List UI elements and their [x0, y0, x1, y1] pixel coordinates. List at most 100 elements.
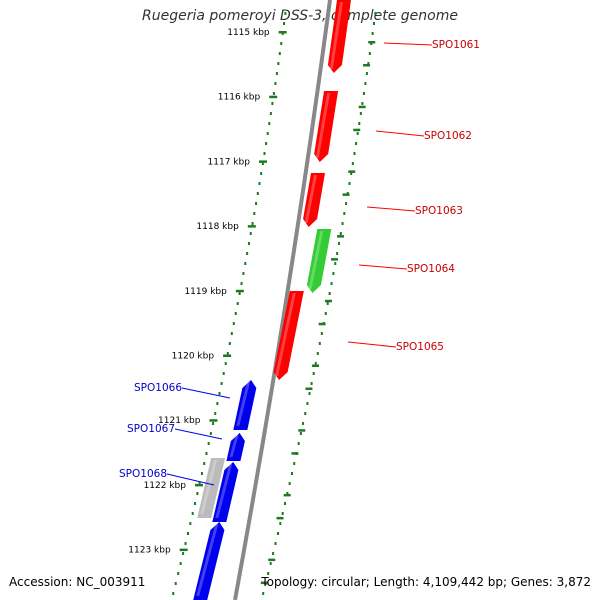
ruler-tick: [358, 105, 366, 109]
ruler-dot: [348, 182, 351, 185]
ruler-dot: [351, 162, 354, 165]
gene-arrow-SPO1066[interactable]: [233, 380, 257, 430]
ruler-tick-label: 1120 kbp: [172, 352, 215, 362]
ruler-dot: [283, 22, 286, 25]
gene-label-leader: [347, 341, 397, 348]
ruler-dot: [336, 252, 339, 255]
ruler-tick-label: 1118 kbp: [196, 222, 239, 232]
ruler-dot: [284, 12, 287, 15]
ruler-dot: [196, 492, 199, 495]
ruler-dot: [214, 412, 217, 415]
ruler-dot: [339, 232, 342, 235]
ruler-tick: [194, 483, 203, 487]
ruler-dot: [272, 92, 275, 95]
ruler-dot: [203, 462, 206, 465]
ruler-dot: [268, 122, 271, 125]
ruler-tick: [278, 31, 287, 34]
ruler-dot: [258, 182, 261, 185]
ruler-dot: [324, 312, 327, 315]
ruler-dot: [277, 62, 280, 65]
gene-highlight: [196, 524, 219, 596]
ruler-dot: [242, 272, 245, 275]
ruler-dot: [314, 362, 317, 365]
ruler-dot: [179, 562, 182, 565]
gene-label-SPO1066[interactable]: SPO1066: [134, 382, 182, 394]
gene-arrow-SPO1063[interactable]: [303, 173, 325, 227]
gene-arrow-SPO1065[interactable]: [273, 291, 304, 380]
ruler-dot: [316, 352, 319, 355]
ruler-tick: [223, 354, 232, 357]
ruler-dot: [293, 462, 296, 465]
ruler-dot: [238, 292, 241, 295]
ruler-tick-label: 1116 kbp: [218, 93, 261, 103]
gene-arrow-SPO1061[interactable]: [327, 0, 351, 73]
gene-arrow-SPO1068[interactable]: [197, 458, 226, 518]
ruler-dot: [228, 342, 231, 345]
ruler-dot: [226, 352, 229, 355]
ruler-dot: [306, 402, 309, 405]
ruler-dot: [288, 482, 291, 485]
topology-text: Topology: circular; Length: 4,109,442 bp…: [261, 575, 591, 589]
gene-label-SPO1064[interactable]: SPO1064: [407, 263, 455, 275]
ruler-dot: [359, 112, 362, 115]
ruler-tick: [318, 322, 326, 326]
ruler-dot: [234, 312, 237, 315]
ruler-dot: [374, 12, 377, 15]
gene-label-SPO1061[interactable]: SPO1061: [432, 39, 480, 51]
ruler-dot: [262, 592, 265, 595]
ruler-dot: [274, 542, 277, 545]
ruler-dot: [361, 102, 364, 105]
ruler-tick: [337, 235, 345, 238]
gene-label-SPO1062[interactable]: SPO1062: [424, 130, 472, 142]
ruler-dot: [281, 512, 284, 515]
ruler-dot: [182, 552, 185, 555]
ruler-dot: [212, 422, 215, 425]
gene-arrow-SPO1067[interactable]: [226, 433, 245, 461]
ruler-dot: [320, 332, 323, 335]
gene-label-leader: [166, 473, 215, 486]
gene-arrow-SPO1064[interactable]: [306, 229, 332, 293]
ruler-dot: [218, 392, 221, 395]
ruler-dot: [232, 322, 235, 325]
ruler-dot: [356, 132, 359, 135]
ruler-dot: [249, 232, 252, 235]
ruler-dot: [371, 32, 374, 35]
gene-arrow-SPO1068c[interactable]: [193, 522, 225, 600]
ruler-dot: [267, 572, 270, 575]
ruler-dot: [236, 302, 239, 305]
ruler-dot: [263, 152, 266, 155]
ruler-dot: [275, 72, 278, 75]
ruler-dot: [271, 102, 274, 105]
gene-label-SPO1068[interactable]: SPO1068: [119, 468, 167, 480]
ruler-dot: [200, 472, 203, 475]
gene-arrow-SPO1062[interactable]: [314, 91, 339, 162]
gene-label-SPO1065[interactable]: SPO1065: [396, 341, 444, 353]
ruler-dot: [191, 512, 194, 515]
ruler-tick: [179, 548, 188, 552]
ruler-tick-label: 1117 kbp: [208, 157, 251, 167]
ruler-dot: [194, 502, 197, 505]
gene-label-leader: [383, 42, 433, 46]
gene-highlight: [315, 93, 331, 158]
gene-highlight: [200, 460, 218, 514]
ruler-dot: [255, 202, 258, 205]
ruler-dot: [318, 342, 321, 345]
ruler-dot: [297, 442, 300, 445]
gene-label-SPO1067[interactable]: SPO1067: [127, 423, 175, 435]
ruler-dot: [355, 142, 358, 145]
ruler-dot: [198, 482, 201, 485]
ruler-dot: [205, 452, 208, 455]
gene-label-SPO1063[interactable]: SPO1063: [415, 205, 463, 217]
ruler-dot: [279, 522, 282, 525]
ruler-dot: [341, 222, 344, 225]
gene-arrow-SPO1068b[interactable]: [212, 462, 239, 522]
ruler-dot: [172, 592, 175, 595]
ruler-dot: [272, 552, 275, 555]
ruler-dot: [284, 502, 287, 505]
genome-title: Ruegeria pomeroyi DSS-3, complete genome: [142, 8, 458, 24]
ruler-dot: [253, 212, 256, 215]
ruler-tick: [283, 493, 291, 497]
ruler-tick: [368, 41, 376, 44]
ruler-ticks: 1115 kbp 1116 kbp 1117 kbp 1118 kbp 1119 kbp…: [128, 28, 376, 585]
